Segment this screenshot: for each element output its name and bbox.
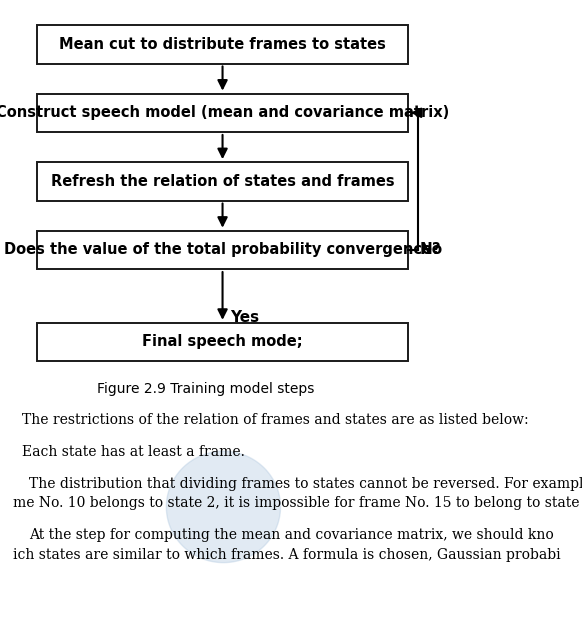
FancyBboxPatch shape (37, 94, 408, 132)
Text: Construct speech model (mean and covariance matrix): Construct speech model (mean and covaria… (0, 105, 449, 120)
Text: Final speech mode;: Final speech mode; (142, 334, 303, 349)
Text: Refresh the relation of states and frames: Refresh the relation of states and frame… (51, 174, 394, 189)
Text: Figure 2.9 Training model steps: Figure 2.9 Training model steps (97, 382, 314, 396)
FancyBboxPatch shape (37, 25, 408, 64)
FancyBboxPatch shape (37, 323, 408, 361)
Text: At the step for computing the mean and covariance matrix, we should kno: At the step for computing the mean and c… (29, 529, 554, 542)
Text: Each state has at least a frame.: Each state has at least a frame. (22, 445, 245, 459)
Text: Yes: Yes (230, 310, 259, 325)
Text: The restrictions of the relation of frames and states are as listed below:: The restrictions of the relation of fram… (22, 412, 529, 427)
FancyBboxPatch shape (37, 231, 408, 269)
Text: Mean cut to distribute frames to states: Mean cut to distribute frames to states (59, 37, 386, 52)
Text: me No. 10 belongs to state 2, it is impossible for frame No. 15 to belong to sta: me No. 10 belongs to state 2, it is impo… (13, 496, 579, 510)
Text: No: No (419, 242, 442, 257)
Text: Does the value of the total probability convergence?: Does the value of the total probability … (4, 242, 441, 257)
Text: ich states are similar to which frames. A formula is chosen, Gaussian probabi: ich states are similar to which frames. … (13, 548, 560, 562)
Text: The distribution that dividing frames to states cannot be reversed. For example: The distribution that dividing frames to… (29, 477, 582, 491)
Polygon shape (166, 451, 281, 563)
FancyBboxPatch shape (37, 162, 408, 200)
